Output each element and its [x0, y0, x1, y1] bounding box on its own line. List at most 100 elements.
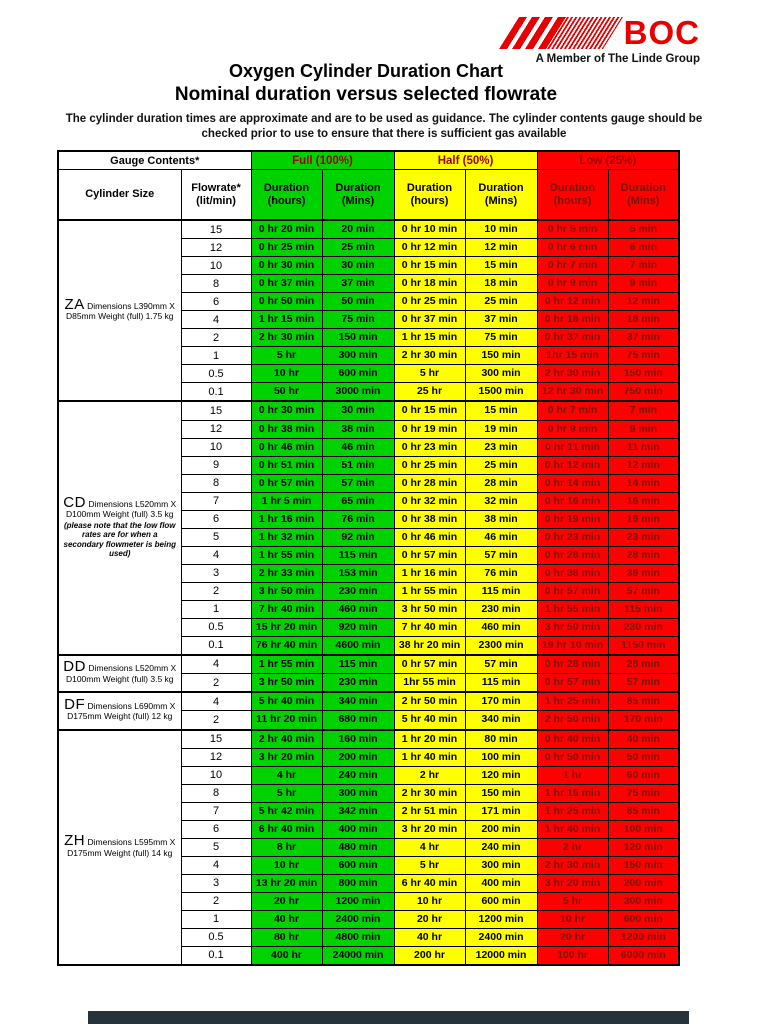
- duration-value: 600 min: [607, 909, 680, 929]
- duration-value: 0 hr 25 min: [393, 455, 466, 475]
- band-header-half: Half (50%): [393, 150, 538, 170]
- flowrate-value: 15: [180, 400, 252, 421]
- duration-value: 23 min: [464, 437, 538, 457]
- cylinder-desc: Dimensions L520mm X D100mm Weight (full)…: [65, 663, 177, 684]
- row-ZH-12: 12 3 hr 20 min 200 min 1 hr 40 min 100 min 0 …: [58, 747, 680, 767]
- cylinder-note: (please note that the low flow rates are…: [63, 520, 176, 559]
- duration-value: 50 min: [607, 747, 680, 767]
- duration-value: 1 hr 15 min: [250, 310, 323, 330]
- duration-value: 100 min: [607, 819, 680, 839]
- duration-value: 1 hr: [536, 765, 609, 785]
- duration-value: 0 hr 37 min: [393, 310, 466, 330]
- duration-value: 0 hr 11 min: [536, 437, 609, 457]
- duration-value: 19 min: [464, 419, 538, 439]
- duration-value: 0 hr 19 min: [393, 419, 466, 439]
- duration-value: 4800 min: [321, 927, 395, 947]
- duration-value: 300 min: [464, 855, 538, 875]
- duration-value: 40 hr: [250, 909, 323, 929]
- duration-value: 51 min: [321, 455, 395, 475]
- flowrate-value: 12: [180, 747, 252, 767]
- viewer-page-gap-bar: [88, 1011, 689, 1024]
- duration-value: 0 hr 30 min: [250, 400, 323, 421]
- flowrate-value: 10: [180, 256, 252, 276]
- duration-value: 30 min: [321, 256, 395, 276]
- duration-value: 50 min: [321, 292, 395, 312]
- duration-value: 100 hr: [536, 945, 609, 966]
- duration-value: 92 min: [321, 527, 395, 547]
- flowrate-value: 2: [180, 328, 252, 348]
- duration-value: 150 min: [464, 346, 538, 366]
- duration-value: 300 min: [321, 346, 395, 366]
- duration-value: 342 min: [321, 801, 395, 821]
- duration-value: 230 min: [464, 599, 538, 619]
- flowrate-value: 15: [180, 728, 252, 749]
- duration-value: 1 hr 25 min: [536, 801, 609, 821]
- guidance-note-line2: checked prior to use to ensure that ther…: [201, 128, 567, 140]
- duration-value: 2 hr 30 min: [536, 364, 609, 384]
- flowrate-value: 1: [180, 909, 252, 929]
- duration-value: 4 hr: [250, 765, 323, 785]
- flowrate-value: 0.5: [180, 364, 252, 384]
- duration-value: 115 min: [607, 599, 680, 619]
- duration-value: 3 hr 50 min: [536, 617, 609, 637]
- flowrate-value: 4: [180, 545, 252, 565]
- duration-value: 115 min: [321, 653, 395, 674]
- cylinder-code: DD: [63, 658, 86, 676]
- duration-value: 800 min: [321, 873, 395, 893]
- duration-value: 3 hr 20 min: [393, 819, 466, 839]
- duration-value: 600 min: [464, 891, 538, 911]
- duration-value: 0 hr 46 min: [393, 527, 466, 547]
- duration-value: 20 hr: [393, 909, 466, 929]
- duration-value: 400 hr: [250, 945, 323, 966]
- duration-value: 12 min: [607, 455, 680, 475]
- flowrate-value: 2: [180, 581, 252, 601]
- flowrate-value: 1: [180, 346, 252, 366]
- duration-value: 0 hr 10 min: [393, 219, 466, 240]
- duration-value: 1 hr 55 min: [536, 599, 609, 619]
- cylinder-label-DD: DD Dimensions L520mm X D100mm Weight (fu…: [57, 653, 182, 693]
- duration-value: 50 hr: [250, 382, 323, 402]
- duration-value: 300 min: [321, 783, 395, 803]
- duration-value: 1 hr 16 min: [250, 509, 323, 529]
- cylinder-label-ZH: ZH Dimensions L595mm X D175mm Weight (fu…: [57, 728, 182, 966]
- duration-value: 0 hr 28 min: [393, 473, 466, 493]
- duration-value: 37 min: [464, 310, 538, 330]
- duration-value: 80 min: [464, 728, 538, 749]
- guidance-note: The cylinder duration times are approxim…: [0, 112, 768, 142]
- duration-value: 15 min: [464, 256, 538, 276]
- duration-value: 15 hr 20 min: [250, 617, 323, 637]
- duration-value: 1200 min: [607, 927, 680, 947]
- duration-value: 12 hr 30 min: [536, 382, 609, 402]
- duration-value: 85 min: [607, 801, 680, 821]
- duration-value: 1 hr 55 min: [250, 545, 323, 565]
- flowrate-value: 10: [180, 437, 252, 457]
- duration-value: 76 min: [321, 509, 395, 529]
- duration-value: 10 hr: [250, 855, 323, 875]
- duration-value: 0 hr 9 min: [536, 274, 609, 294]
- duration-value: 10 hr: [393, 891, 466, 911]
- flowrate-value: 8: [180, 274, 252, 294]
- duration-value: 120 min: [464, 765, 538, 785]
- flowrate-value: 10: [180, 765, 252, 785]
- duration-value: 2300 min: [464, 635, 538, 656]
- boc-stripes-icon: [498, 17, 623, 49]
- duration-value: 200 min: [321, 747, 395, 767]
- duration-value: 46 min: [464, 527, 538, 547]
- duration-value: 75 min: [464, 328, 538, 348]
- duration-value: 0 hr 57 min: [536, 672, 609, 693]
- flowrate-value: 4: [180, 855, 252, 875]
- duration-value: 38 hr 20 min: [393, 635, 466, 656]
- row-ZH-10: 10 4 hr 240 min 2 hr 120 min 1 hr 60 min: [58, 765, 680, 785]
- duration-value: 7 hr 40 min: [250, 599, 323, 619]
- duration-value: 20 hr: [536, 927, 609, 947]
- duration-value: 5 hr: [393, 855, 466, 875]
- duration-value: 170 min: [607, 710, 680, 730]
- duration-value: 25 min: [464, 292, 538, 312]
- flowrate-value: 8: [180, 783, 252, 803]
- duration-value: 600 min: [321, 855, 395, 875]
